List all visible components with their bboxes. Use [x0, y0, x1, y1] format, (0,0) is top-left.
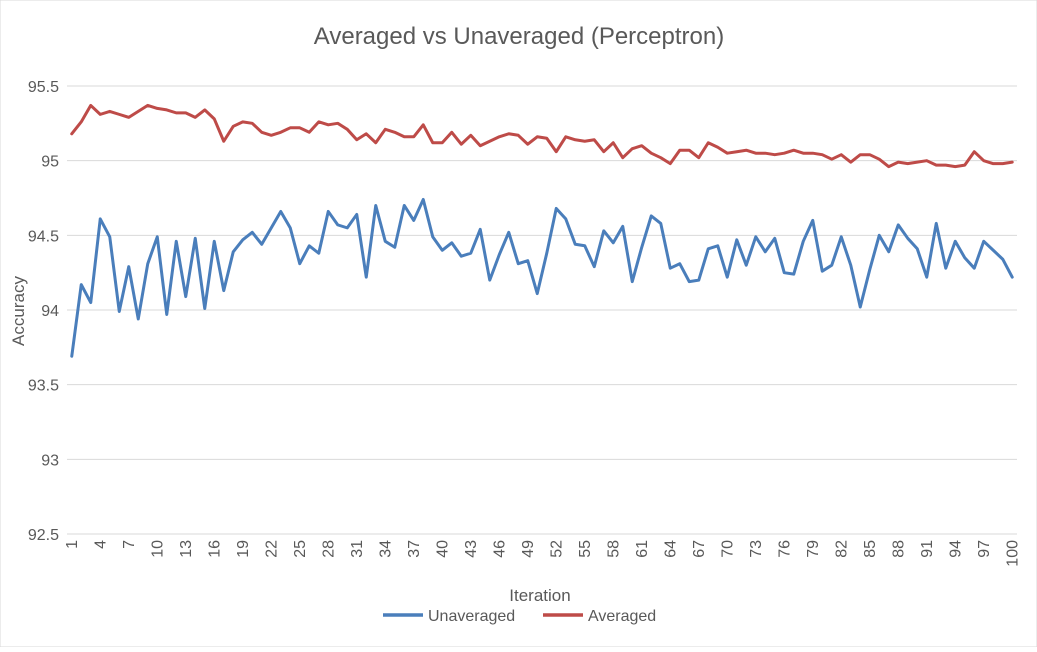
x-tick-label: 37 [406, 540, 423, 558]
legend: Unaveraged Averaged [383, 608, 656, 625]
x-tick-label: 61 [634, 540, 651, 558]
legend-label-unaveraged: Unaveraged [428, 608, 515, 625]
x-tick-label: 85 [862, 540, 879, 558]
x-tick-label: 1 [64, 540, 81, 549]
x-tick-label: 55 [577, 540, 594, 558]
x-tick-label: 43 [463, 540, 480, 558]
x-tick-label: 91 [919, 540, 936, 558]
x-axis-label: Iteration [509, 586, 570, 605]
x-tick-label: 34 [377, 540, 394, 558]
x-tick-label: 100 [1004, 540, 1021, 567]
x-tick-label: 19 [235, 540, 252, 558]
x-tick-label: 82 [833, 540, 850, 558]
x-tick-label: 58 [605, 540, 622, 558]
series-line-averaged [70, 103, 1014, 169]
x-tick-label: 52 [548, 540, 565, 558]
x-tick-label: 28 [320, 540, 337, 558]
chart-title: Averaged vs Unaveraged (Perceptron) [314, 23, 724, 50]
x-tick-label: 49 [520, 540, 537, 558]
y-tick-label: 94 [41, 303, 59, 320]
series-lines [70, 103, 1014, 358]
x-tick-label: 46 [491, 540, 508, 558]
series-line-unaveraged [70, 197, 1014, 358]
y-tick-label: 94.5 [28, 228, 59, 245]
y-tick-label: 92.5 [28, 527, 59, 544]
x-tick-label: 73 [748, 540, 765, 558]
x-tick-label: 40 [434, 540, 451, 558]
x-tick-label: 70 [719, 540, 736, 558]
x-tick-label: 67 [691, 540, 708, 558]
y-tick-label: 93.5 [28, 378, 59, 395]
y-tick-label: 95 [41, 154, 59, 171]
x-tick-label: 88 [890, 540, 907, 558]
x-tick-label: 13 [178, 540, 195, 558]
x-tick-label: 64 [662, 540, 679, 558]
x-tick-label: 7 [121, 540, 138, 549]
x-tick-label: 4 [92, 540, 109, 549]
x-tick-label: 94 [947, 540, 964, 558]
x-tick-label: 31 [349, 540, 366, 558]
axes: 92.5 93 93.5 94 94.5 95 95.5 1 4 7 10 13 16 19 22 25 28 3… [28, 79, 1021, 567]
x-tick-label: 79 [805, 540, 822, 558]
legend-label-averaged: Averaged [588, 608, 656, 625]
y-axis-label: Accuracy [9, 276, 28, 346]
x-tick-label: 16 [206, 540, 223, 558]
x-tick-label: 10 [149, 540, 166, 558]
y-tick-label: 93 [41, 452, 59, 469]
gridlines [67, 85, 1017, 460]
x-tick-label: 97 [976, 540, 993, 558]
x-tick-label: 25 [292, 540, 309, 558]
x-tick-label: 76 [776, 540, 793, 558]
x-tick-label: 22 [263, 540, 280, 558]
y-tick-label: 95.5 [28, 79, 59, 96]
